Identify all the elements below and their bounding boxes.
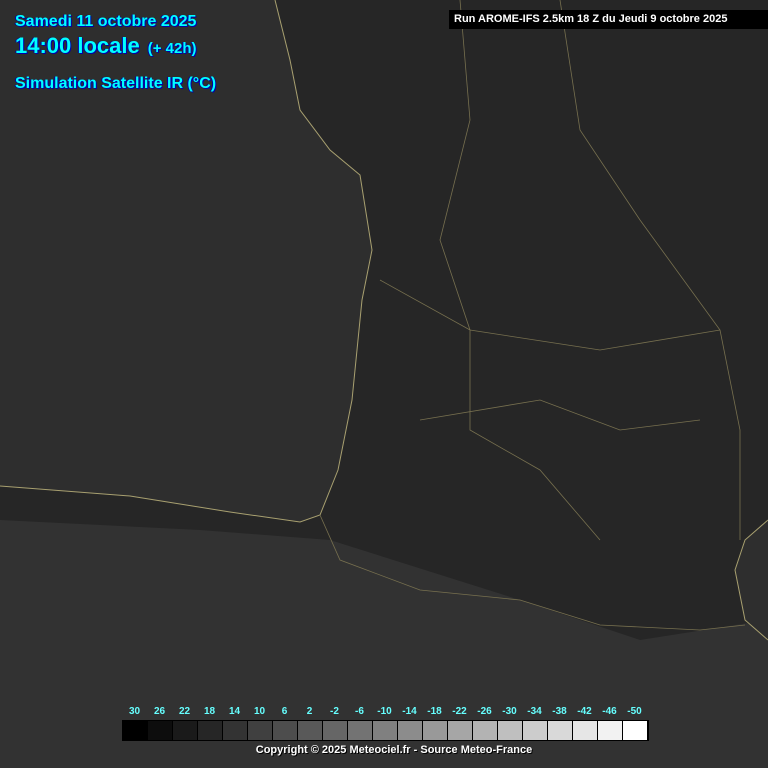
product-title: Simulation Satellite IR (°C): [15, 75, 217, 92]
legend-swatch: [198, 721, 223, 740]
legend-swatch: [148, 721, 173, 740]
legend-label: 2: [306, 706, 313, 717]
legend-label: 30: [128, 706, 141, 717]
legend-label: 18: [203, 706, 216, 717]
legend-swatch: [323, 721, 348, 740]
legend-label: -46: [602, 706, 617, 717]
legend-label: -30: [502, 706, 517, 717]
legend-label: 6: [281, 706, 288, 717]
coastline: [0, 0, 373, 523]
legend-label: -2: [330, 706, 339, 717]
legend-label: 10: [253, 706, 266, 717]
legend-label: -18: [427, 706, 442, 717]
legend-label: -38: [552, 706, 567, 717]
local-time: 14:00 locale: [15, 33, 140, 58]
forecast-time: 14:00 locale (+ 42h): [15, 33, 197, 59]
legend-label: -22: [452, 706, 467, 717]
legend-swatch: [473, 721, 498, 740]
legend-swatch: [498, 721, 523, 740]
south-cloud-area: [0, 520, 768, 768]
legend-swatch: [573, 721, 598, 740]
legend-swatch: [373, 721, 398, 740]
border-lines: [319, 0, 746, 631]
lead-time: (+ 42h): [147, 40, 197, 57]
legend-swatch: [398, 721, 423, 740]
legend-label: 26: [153, 706, 166, 717]
legend-swatch: [123, 721, 148, 740]
run-info: Run AROME-IFS 2.5km 18 Z du Jeudi 9 octo…: [449, 10, 768, 29]
color-legend: 30 26 22 18 14 10 6 2 -2 -6 -10 -14 -18 -22 -26 -30 -34-…: [122, 706, 649, 741]
legend-swatch: [623, 721, 648, 740]
legend-swatch: [448, 721, 473, 740]
legend-swatch: [248, 721, 273, 740]
legend-swatch: [548, 721, 573, 740]
mediterranean-coast: [734, 519, 768, 641]
legend-label: -26: [477, 706, 492, 717]
legend-swatch: [348, 721, 373, 740]
legend-labels: 30 26 22 18 14 10 6 2 -2 -6 -10 -14 -18 -22 -26 -30 -34-…: [122, 706, 649, 717]
legend-label: -50: [627, 706, 642, 717]
legend-swatch: [598, 721, 623, 740]
legend-label: 14: [228, 706, 241, 717]
legend-swatch: [523, 721, 548, 740]
legend-swatches: [122, 720, 649, 741]
legend-label: -42: [577, 706, 592, 717]
legend-label: -6: [355, 706, 364, 717]
legend-swatch: [298, 721, 323, 740]
legend-label: -34: [527, 706, 542, 717]
legend-label: 22: [178, 706, 191, 717]
legend-label: -10: [377, 706, 392, 717]
copyright: Copyright © 2025 Meteociel.fr - Source M…: [255, 744, 533, 756]
legend-label: -14: [402, 706, 417, 717]
legend-swatch: [223, 721, 248, 740]
legend-swatch: [173, 721, 198, 740]
forecast-date: Samedi 11 octobre 2025: [15, 13, 197, 30]
legend-swatch: [273, 721, 298, 740]
legend-swatch: [423, 721, 448, 740]
